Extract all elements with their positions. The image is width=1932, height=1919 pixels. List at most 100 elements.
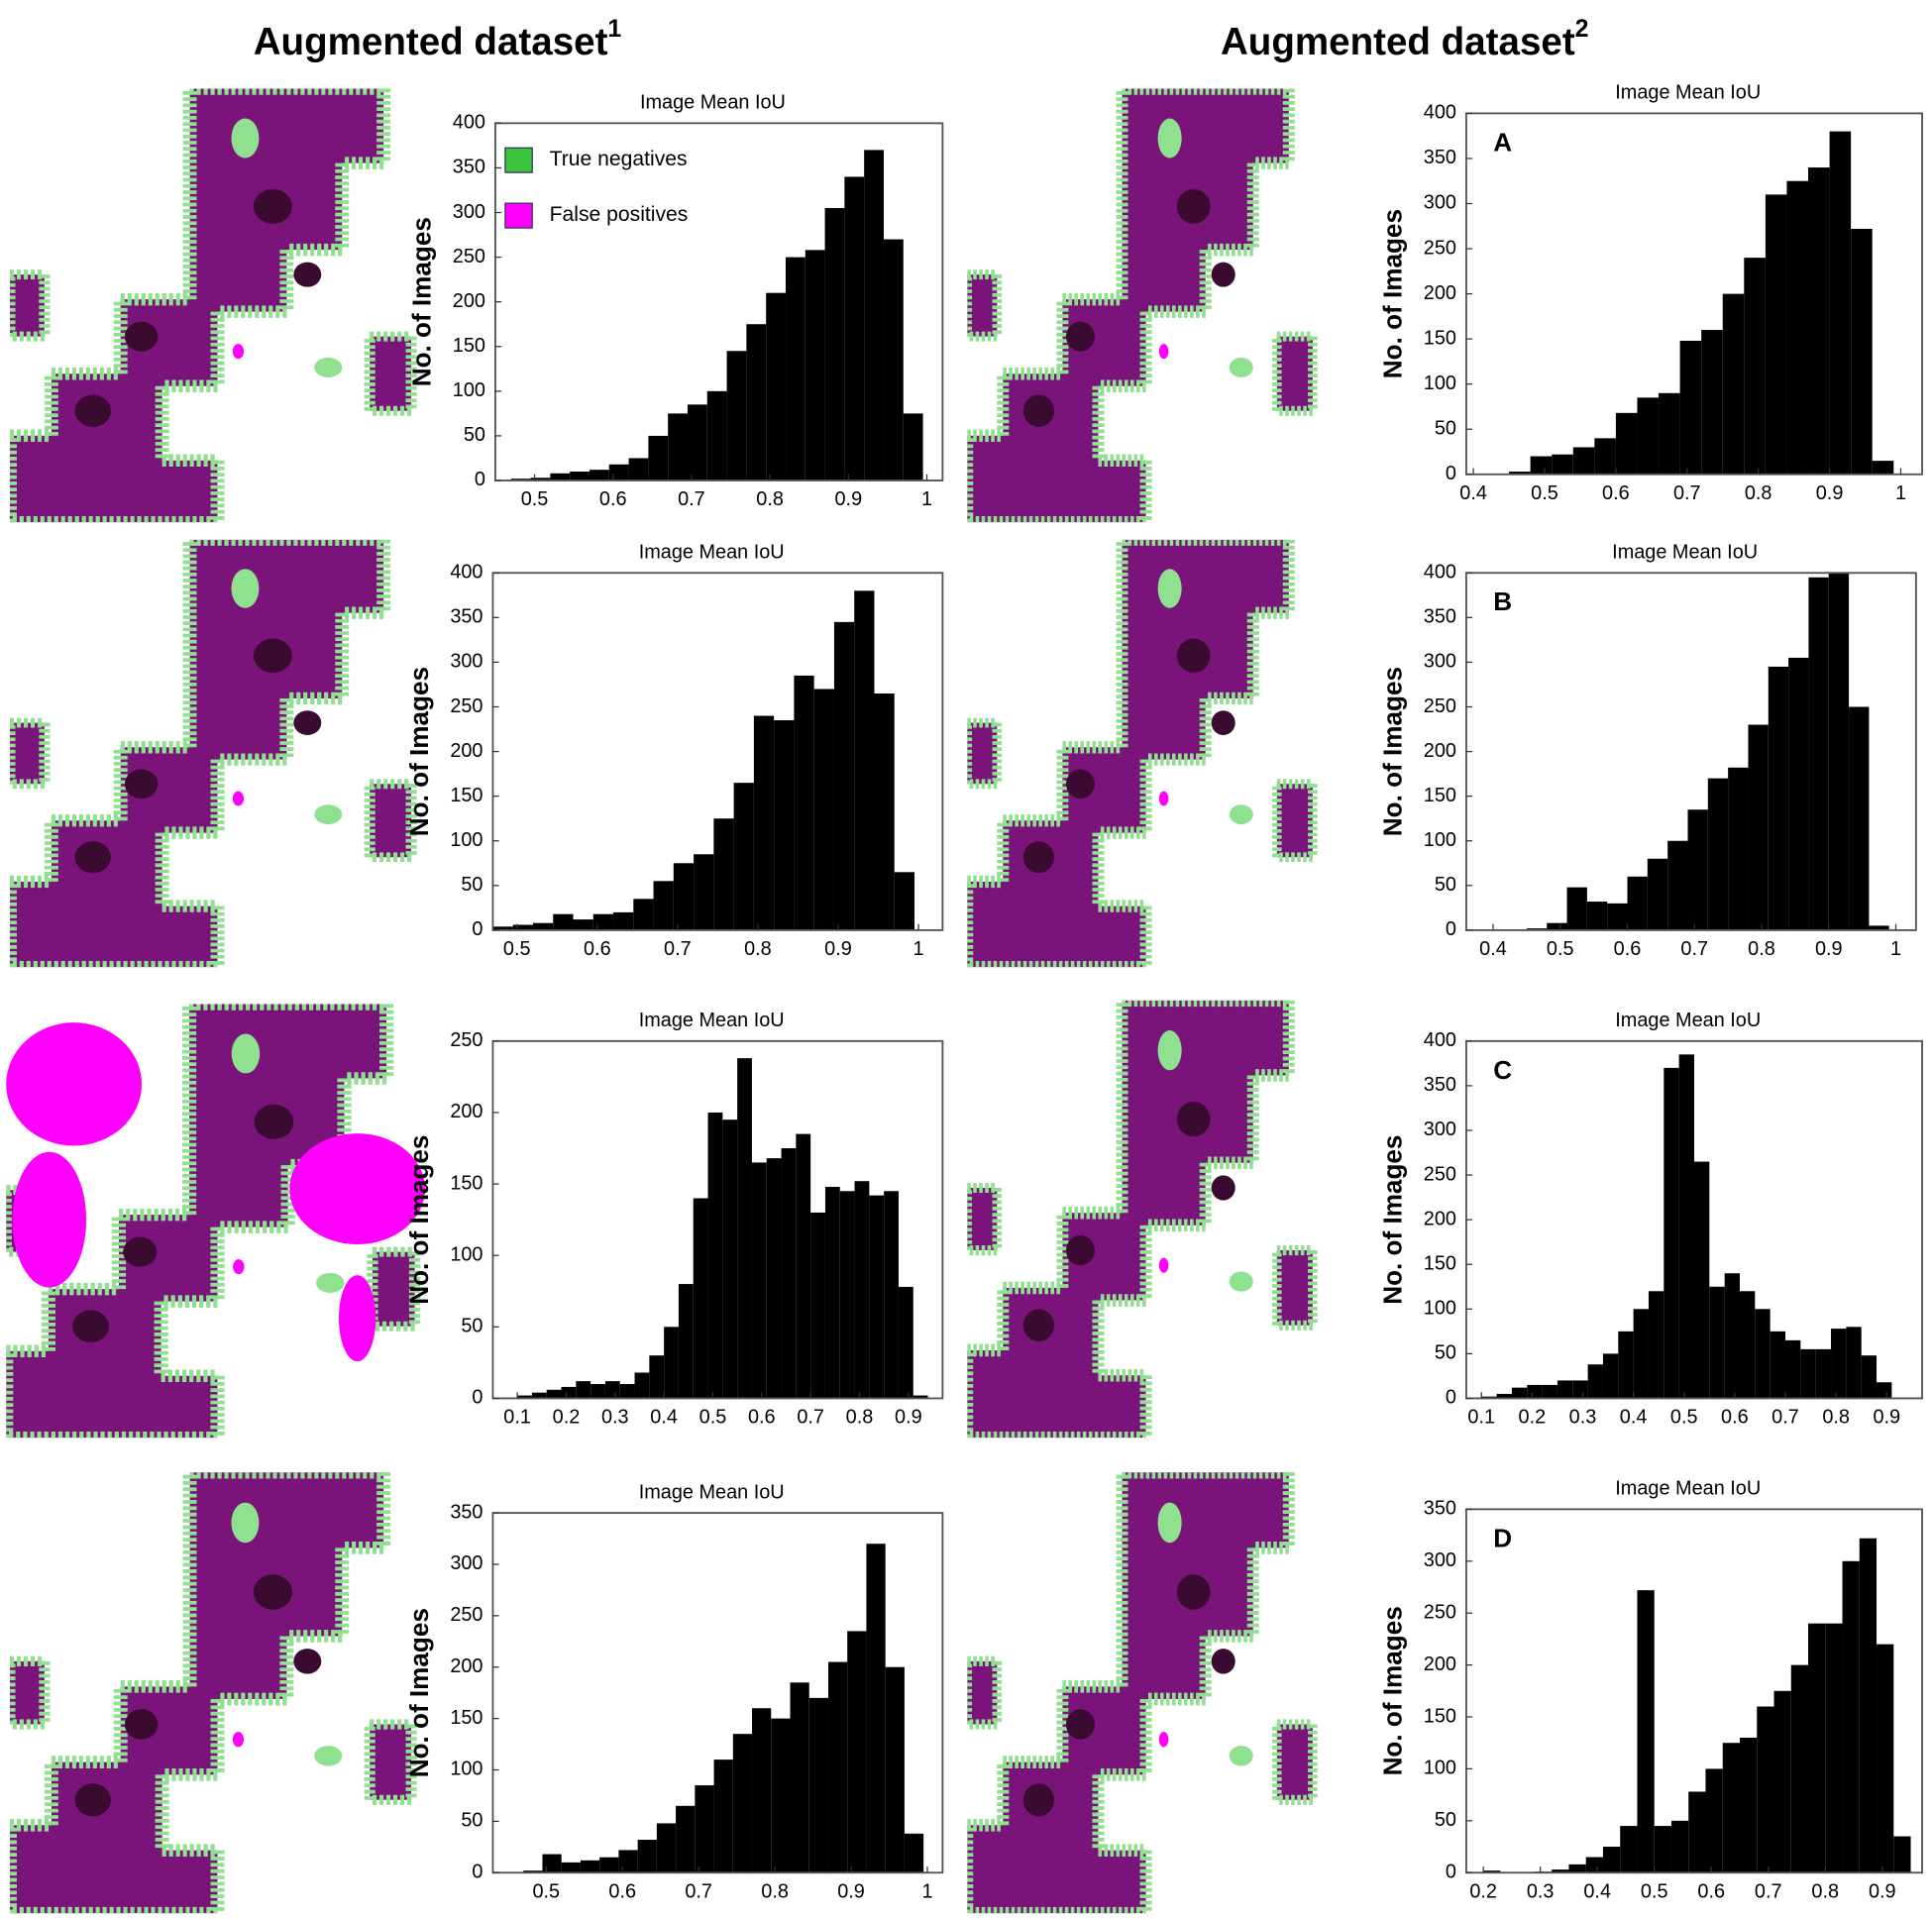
bar [1877,1382,1892,1399]
bar [561,1862,581,1873]
bar [808,1697,828,1873]
legend-label: False positives [550,203,689,226]
y-tick-label: 400 [1424,562,1456,584]
bar [1851,229,1873,475]
chart-title: Image Mean IoU [1615,1478,1761,1500]
y-tick-label: 250 [1424,1163,1456,1185]
y-tick-label: 50 [1435,1809,1456,1831]
bar [634,1372,650,1399]
bar [1869,925,1889,930]
bar [1755,1309,1771,1399]
bar [722,1119,738,1399]
bar [1808,577,1829,930]
bar [1547,922,1567,930]
bar [1701,330,1723,475]
bar [1602,1847,1621,1873]
bar [733,783,754,930]
x-tick-label: 0.6 [599,488,627,510]
bar [590,1384,605,1399]
y-tick-label: 250 [450,695,483,717]
bar [885,1666,905,1873]
bar [1705,1768,1723,1873]
bar [894,872,915,930]
x-tick-label: 0.5 [1670,1407,1698,1429]
segmentation-images [6,89,1325,1914]
bar [1828,573,1850,930]
bar [706,390,727,480]
x-tick-label: 0.4 [1620,1407,1648,1429]
bar [1602,1353,1619,1399]
heading-sup: 2 [1575,14,1589,42]
bar [912,1395,928,1399]
bar [898,1286,913,1399]
bar [656,1823,677,1873]
bar [676,1805,696,1873]
x-tick-label: 0.9 [1816,482,1844,504]
x-tick-label: 0.4 [1479,938,1507,960]
y-tick-label: 200 [450,740,483,762]
bar [553,913,574,930]
y-tick-label: 150 [453,335,485,357]
bar [1786,180,1809,475]
y-axis-label: No. of Images [404,667,434,836]
y-tick-label: 350 [1424,147,1456,168]
y-tick-label: 250 [453,246,485,267]
x-tick-label: 0.7 [1673,482,1701,504]
bar [604,1381,620,1399]
y-tick-label: 50 [461,1316,483,1337]
bar [813,689,834,930]
y-tick-label: 350 [1424,606,1456,628]
x-tick-label: 0.5 [1547,938,1574,960]
x-tick-label: 0.6 [1697,1880,1725,1902]
bar [1659,392,1680,475]
x-tick-label: 0.8 [846,1407,874,1429]
bar [1693,1161,1710,1399]
heading: Augmented dataset1 [254,14,622,63]
bar [1654,1826,1671,1873]
bar [746,324,767,480]
bar [824,1186,840,1399]
bar [693,1198,708,1399]
y-tick-label: 250 [1424,695,1456,717]
bar [864,150,884,480]
bar [633,899,654,930]
bar [1688,1791,1706,1873]
y-tick-label: 50 [461,874,483,896]
x-tick-label: 0.6 [1602,482,1630,504]
bar [732,1734,753,1873]
x-tick-label: 0.8 [1748,938,1775,960]
bar [874,693,895,930]
bar [1825,1623,1843,1873]
bar [637,1840,657,1873]
y-tick-label: 300 [453,201,485,223]
bar [592,913,614,930]
bar [492,926,513,930]
bar [1788,657,1809,930]
bar [1709,1286,1725,1399]
y-tick-label: 0 [1446,1861,1456,1882]
y-axis-label: No. of Images [1378,667,1408,836]
chart-title: Image Mean IoU [1615,1010,1761,1031]
bar [664,1327,679,1399]
bar [1800,1348,1816,1399]
x-tick-label: 0.6 [748,1407,776,1429]
y-axis-label: No. of Images [404,1135,434,1305]
x-tick-label: 0.7 [685,1880,712,1902]
bar [546,1389,562,1399]
x-tick-label: 1 [1895,482,1906,504]
heading: Augmented dataset2 [1221,14,1589,63]
bar [648,435,669,480]
bar [1790,1664,1809,1873]
bar [1587,1364,1603,1399]
panel-letter: B [1493,586,1512,616]
x-tick-label: 0.9 [835,488,863,510]
bar [530,478,551,480]
bar [713,818,734,930]
bar [1722,1743,1740,1873]
bar [839,1191,855,1399]
x-tick-label: 0.6 [608,1880,636,1902]
bar [847,1631,867,1873]
y-tick-label: 200 [453,290,485,312]
bar [1647,858,1668,930]
